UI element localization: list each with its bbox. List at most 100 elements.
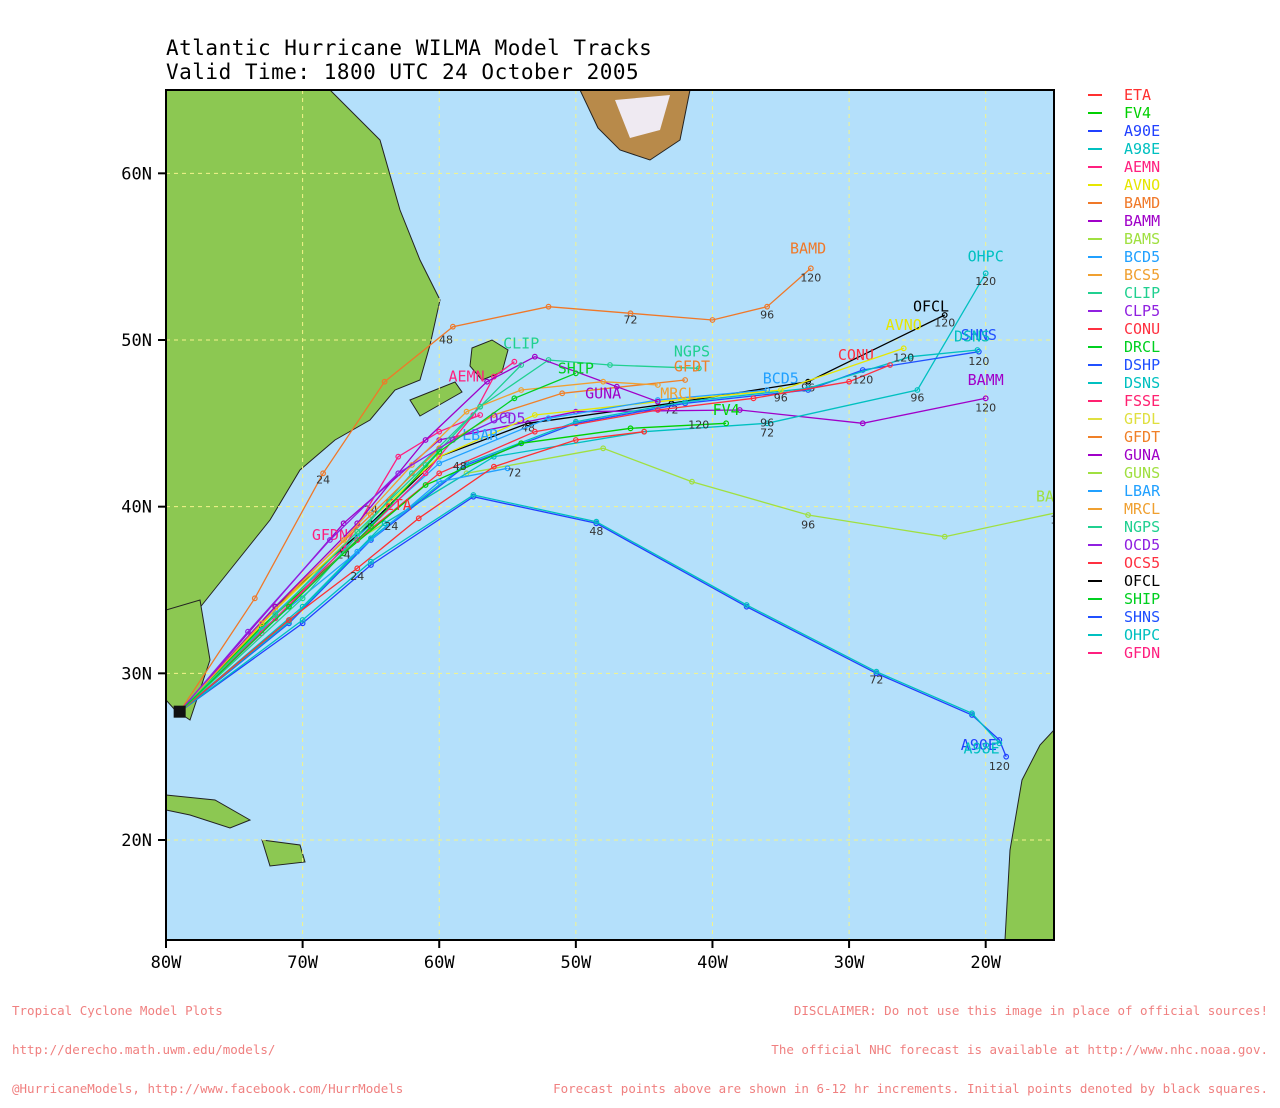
track-label: AEMN [448,368,484,386]
greenland-ice [615,95,670,138]
forecast-hour-label: 120 [800,272,821,285]
track-point [381,378,388,385]
track-line [179,494,1000,744]
track-point [245,628,251,635]
track-point [545,303,552,310]
forecast-hour-label: 72 [623,313,637,326]
track-point [764,303,771,310]
track-point [518,387,525,393]
track-point [395,453,402,460]
x-tick-label: 40W [697,953,728,973]
legend-label: A98E [1124,140,1161,158]
track-label: MRCL [660,384,696,402]
track-point [545,415,552,422]
legend-label: BCD5 [1124,248,1161,266]
track-point [613,383,620,390]
track-line [179,381,658,713]
track-point [368,512,374,518]
initial-position-marker [173,705,186,718]
track-point [941,533,948,540]
legend-label: NGPS [1124,518,1161,536]
track-point [327,537,333,543]
legend-label: AVNO [1124,176,1161,194]
forecast-hour-label: 120 [975,275,996,288]
hispaniola-land [261,839,306,867]
y-tick-label: 40N [121,498,152,518]
forecast-hour-label: 48 [439,333,453,346]
track-point [974,347,981,353]
track-label: BCD5 [763,369,799,387]
legend-swatch [1088,328,1102,330]
track-line [179,272,987,713]
legend-item-gfdl: GFDL [1088,410,1160,428]
track-point [859,420,866,427]
legend-item-mrcl: MRCL [1088,500,1160,518]
footer-left-line2[interactable]: http://derecho.math.uwm.edu/models/ [12,1042,276,1057]
footer-left-line3[interactable]: @HurricaneModels, http://www.facebook.co… [12,1081,404,1096]
legend-swatch [1088,490,1102,492]
footer-right-line3: Forecast points above are shown in 6-12 … [553,1081,1268,1096]
track-point [559,390,566,397]
y-tick-label: 20N [121,831,152,851]
forecast-hour-label: 72 [507,467,521,480]
track-point [436,470,443,477]
track-point [846,378,852,385]
track-point [368,558,374,565]
forecast-hour-label: 24 [337,548,351,561]
track-point [511,395,518,402]
track-point [807,265,814,272]
footer-credits: Tropical Cyclone Model Plots http://dere… [12,978,403,1108]
track-point [941,312,948,318]
legend-item-bamd: BAMD [1088,194,1160,212]
legend-item-guna: GUNA [1088,446,1160,464]
legend-label: ETA [1124,86,1152,104]
legend-swatch [1088,472,1102,474]
track-point [723,420,730,427]
legend-item-ocd5: OCD5 [1088,536,1160,554]
legend-swatch [1088,292,1102,294]
legend-swatch [1088,382,1102,384]
nova-scotia-land [409,381,463,417]
track-point [436,448,443,455]
legend-swatch [1088,526,1102,528]
newfoundland-land [469,339,509,381]
track-point [695,365,702,372]
track-point [511,358,518,365]
track-point [320,470,327,477]
track-point [805,512,811,518]
legend-label: FV4 [1124,104,1152,122]
track-line [179,431,645,713]
track-point [750,395,757,402]
track-label: A90E [961,736,997,754]
legend-label: DSNS [1124,374,1161,392]
legend-label: OCS5 [1124,554,1161,572]
legend-item-bcs5: BCS5 [1088,266,1160,284]
track-label: SHIP [558,359,594,377]
track-point [484,378,490,385]
legend-label: DSHP [1124,356,1161,374]
track-point [381,520,388,527]
legend-item-a90e: A90E [1088,122,1160,140]
legend-label: BAMS [1124,230,1161,248]
legend-label: DRCL [1124,338,1161,356]
legend-item-ocs5: OCS5 [1088,554,1160,572]
legend-item-avno: AVNO [1088,176,1160,194]
forecast-hour-label: 72 [760,427,774,440]
track-label: CONU [838,346,874,364]
forecast-hour-label: 120 [934,317,955,330]
y-tick-label: 50N [121,331,152,351]
track-label: OFCL [913,298,949,316]
legend-swatch [1088,346,1102,348]
legend-swatch [1088,238,1102,240]
track-bams: BAMS 96 120 [179,445,1054,713]
legend-item-eta: ETA [1088,86,1160,104]
track-point [504,412,511,418]
legend-swatch [1088,220,1102,222]
forecast-hour-label: 48 [589,525,603,538]
forecast-hour-label: 120 [975,402,996,415]
legend-item-lbar: LBAR [1088,482,1160,500]
track-point [258,620,265,627]
forecast-hour-label: 48 [453,460,467,473]
legend-swatch [1088,274,1102,276]
track-point [743,602,750,608]
